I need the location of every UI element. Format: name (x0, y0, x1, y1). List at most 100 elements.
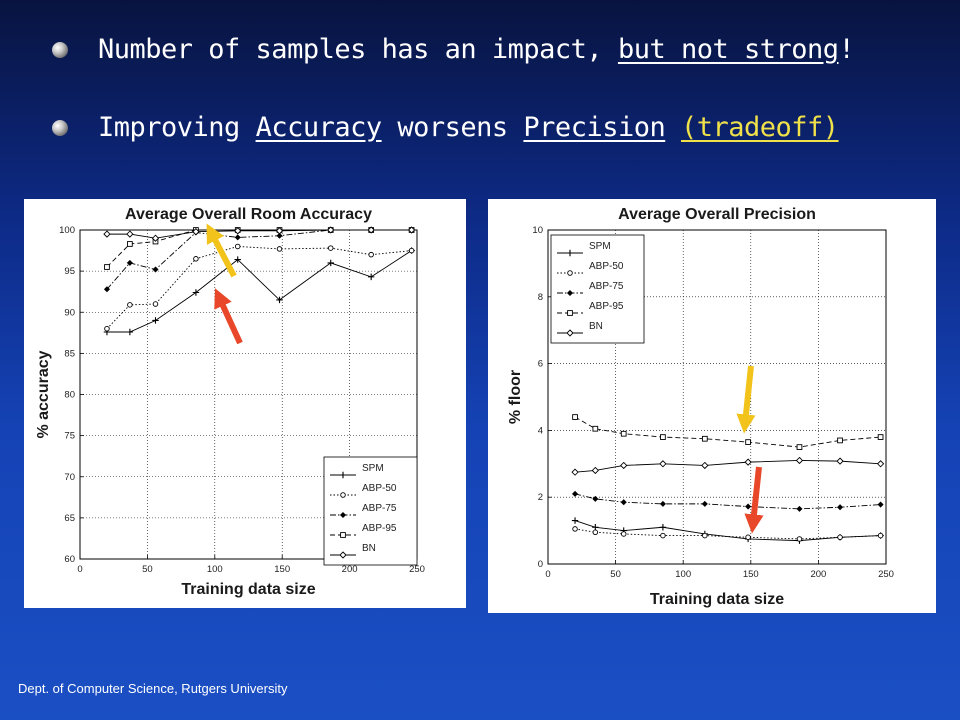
data-point (745, 503, 752, 510)
data-point (367, 273, 375, 281)
y-tick-label: 90 (64, 307, 75, 318)
data-point (660, 434, 666, 440)
data-point (192, 228, 200, 236)
chart-title: Average Overall Room Accuracy (125, 206, 372, 223)
legend-label: ABP-95 (362, 523, 397, 534)
legend-marker (566, 249, 574, 257)
data-point (592, 529, 599, 536)
legend-label: BN (362, 543, 376, 554)
data-point (327, 259, 334, 267)
data-point (592, 495, 599, 502)
series-abp-75 (572, 490, 884, 512)
plot-frame (547, 229, 887, 565)
x-tick-label: 200 (342, 564, 358, 575)
data-point (152, 317, 159, 324)
data-point (151, 234, 160, 242)
data-point (796, 536, 803, 542)
data-point (104, 325, 110, 332)
data-point (660, 532, 666, 539)
legend-label: ABP-75 (362, 503, 397, 514)
series-line (106, 245, 412, 330)
data-point (796, 444, 803, 450)
y-tick-label: 100 (59, 225, 75, 236)
data-point (877, 434, 884, 440)
data-point (407, 226, 416, 234)
data-point (234, 243, 241, 250)
data-point (592, 425, 599, 432)
y-tick-label: 65 (64, 513, 75, 524)
series-line (575, 460, 881, 473)
x-tick-label: 250 (409, 564, 425, 575)
x-tick-label: 150 (274, 564, 290, 575)
data-point (591, 466, 599, 475)
data-point (234, 234, 241, 241)
y-axis-label: % accuracy (35, 350, 52, 438)
precision-chart-panel: Average Overall Precision 0 50 100 150 200 250… (488, 199, 936, 613)
legend-label: ABP-50 (589, 261, 624, 272)
data-point (745, 534, 751, 541)
bullet-2-text: Improving Accuracy worsens Precision (tr… (98, 112, 839, 143)
legend-marker (339, 471, 347, 479)
x-tick-label: 50 (610, 569, 621, 580)
grid (80, 230, 417, 559)
legend-marker (567, 310, 573, 316)
bullet-1: Number of samples has an impact, but not… (52, 34, 855, 65)
data-point (620, 531, 627, 537)
data-point (701, 500, 708, 507)
legend-label: ABP-75 (589, 281, 624, 292)
data-point (275, 227, 284, 235)
data-point (327, 226, 335, 234)
data-point (126, 328, 134, 336)
y-tick-label: 80 (64, 390, 75, 401)
data-point (795, 456, 804, 465)
data-point (877, 501, 884, 508)
x-tick-label: 100 (675, 569, 691, 580)
data-point (368, 251, 374, 258)
y-tick-label: 75 (64, 431, 75, 442)
data-point (837, 534, 843, 541)
series-spm (103, 247, 415, 336)
series-line (574, 493, 881, 510)
y-tick-label: 4 (538, 425, 543, 436)
data-point (620, 499, 627, 506)
legend-marker (566, 289, 574, 297)
data-point (702, 532, 708, 539)
data-point (126, 259, 133, 266)
data-point (659, 500, 666, 507)
data-point (701, 435, 708, 442)
x-tick-label: 150 (743, 569, 759, 580)
data-point (276, 246, 283, 252)
x-tick-label: 0 (77, 564, 82, 575)
series-abp-50 (572, 526, 884, 542)
legend-marker (339, 511, 347, 519)
data-point (744, 458, 752, 466)
bullet-point-icon (52, 41, 68, 58)
legend-marker (566, 329, 574, 337)
y-tick-label: 60 (64, 554, 75, 565)
data-point (836, 457, 844, 465)
legend-label: ABP-95 (589, 301, 624, 312)
footer-affiliation: Dept. of Computer Science, Rutgers Unive… (18, 681, 288, 696)
accuracy-chart: Average Overall Room Accuracy 0 50 100 150 20… (35, 206, 425, 598)
y-tick-label: 85 (64, 348, 75, 359)
data-point (193, 256, 199, 262)
data-point (571, 517, 579, 524)
data-point (572, 490, 579, 497)
data-point (367, 226, 375, 234)
legend-marker (340, 492, 346, 498)
bullet-2: Improving Accuracy worsens Precision (tr… (52, 112, 839, 143)
legend-label: SPM (589, 241, 611, 252)
bullet-point-icon (52, 119, 68, 136)
data-point (659, 460, 667, 468)
grid (548, 230, 886, 564)
data-point (276, 232, 283, 239)
data-point (127, 302, 133, 308)
legend-marker (339, 551, 347, 559)
legend: SPM ABP-50 ABP-75 ABP-95 BN (550, 234, 645, 344)
data-point (127, 241, 133, 247)
x-tick-label: 0 (545, 569, 550, 580)
x-tick-label: 250 (878, 569, 894, 580)
series-bn (103, 226, 416, 242)
data-point (152, 266, 159, 273)
chart-title: Average Overall Precision (618, 206, 816, 223)
